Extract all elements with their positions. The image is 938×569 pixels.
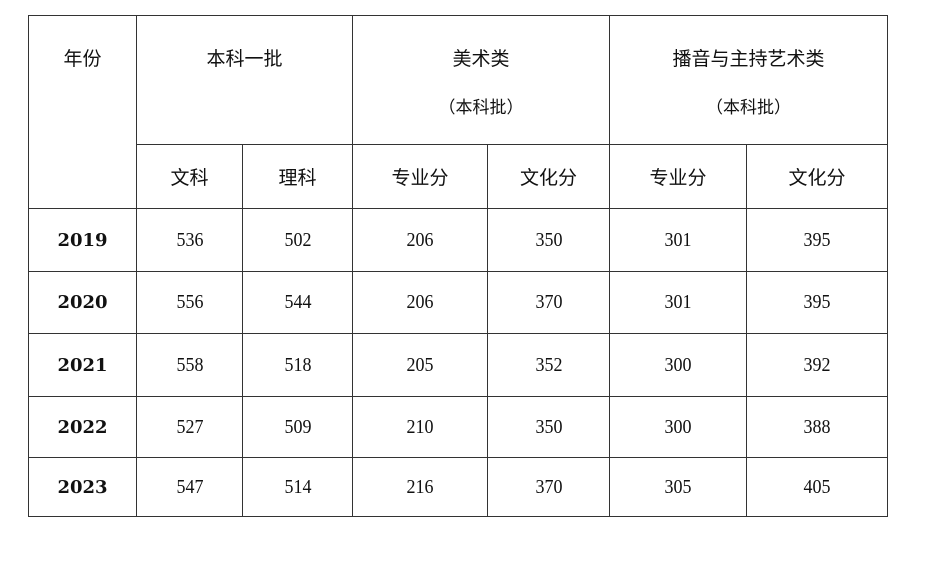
score-cell: 216 [352,457,488,517]
score-value: 502 [284,228,311,251]
score-cell: 205 [352,333,488,397]
score-cell: 370 [487,457,610,517]
score-cell: 305 [609,457,747,517]
score-value: 206 [406,228,434,251]
score-value: 300 [664,353,692,376]
col-header: 文化分 [487,144,610,209]
year-header: 年份 [28,15,137,209]
col-header: 文化分 [746,144,888,209]
group-subtitle: （本科批） [706,98,791,118]
score-value: 350 [535,415,562,438]
score-value: 352 [535,353,562,376]
score-cell: 395 [746,208,888,272]
score-cell: 352 [487,333,610,397]
table-row: 2019 536 502 206 350 301 395 [28,208,888,272]
table-row: 2022 527 509 210 350 300 388 [28,396,888,458]
score-value: 370 [535,475,562,498]
year-value: 2022 [57,416,108,438]
score-value: 544 [284,291,311,313]
header-row-1: 年份 本科一批 美术类 （本科批） 播音与主持艺术类 （本科批） [28,15,888,209]
score-value: 509 [284,415,311,438]
col-header: 理科 [242,144,353,209]
score-cell: 301 [609,271,747,334]
score-value: 405 [803,475,831,498]
score-value: 300 [664,415,692,438]
score-value: 305 [664,475,692,498]
score-value: 206 [406,291,434,313]
score-value: 514 [284,475,311,498]
score-cell: 558 [136,333,243,397]
score-value: 558 [176,353,203,376]
group-title: 美术类 [452,48,510,70]
year-value: 2023 [57,476,108,498]
score-cell: 350 [487,396,610,458]
score-cell: 388 [746,396,888,458]
score-cell: 544 [242,271,353,334]
group-header-art: 美术类 （本科批） [352,15,610,145]
score-cell: 206 [352,208,488,272]
score-cell: 514 [242,457,353,517]
year-cell: 2021 [28,333,137,397]
score-cell: 300 [609,333,747,397]
score-value: 527 [176,415,203,438]
col-header: 文科 [136,144,243,209]
group-header-tier1: 本科一批 [136,15,353,145]
score-value: 350 [535,228,562,251]
score-value: 547 [176,475,203,498]
score-value: 210 [406,415,434,438]
score-cell: 547 [136,457,243,517]
group-subtitle: （本科批） [438,98,524,118]
score-value: 205 [406,353,434,376]
col-header: 专业分 [609,144,747,209]
score-cell: 301 [609,208,747,272]
score-value: 301 [664,228,692,251]
table-row: 2020 556 544 206 370 301 395 [28,271,888,334]
col-header: 专业分 [352,144,488,209]
score-cell: 405 [746,457,888,517]
score-value: 370 [535,291,562,313]
score-cell: 350 [487,208,610,272]
group-title: 本科一批 [206,48,283,70]
score-cell: 556 [136,271,243,334]
score-value: 301 [664,291,692,313]
year-cell: 2020 [28,271,137,334]
score-value: 556 [176,291,203,313]
year-value: 2019 [57,229,108,251]
score-value: 518 [284,353,311,376]
score-cell: 509 [242,396,353,458]
score-cell: 518 [242,333,353,397]
score-cell: 395 [746,271,888,334]
group-header-broadcasting: 播音与主持艺术类 （本科批） [609,15,888,145]
score-cell: 210 [352,396,488,458]
score-value: 395 [803,291,831,313]
year-value: 2020 [57,292,108,313]
score-cell: 502 [242,208,353,272]
score-cell: 370 [487,271,610,334]
score-table: 年份 本科一批 美术类 （本科批） 播音与主持艺术类 （本科批） 文科 理科 专业分… [28,15,888,517]
score-cell: 300 [609,396,747,458]
table-row: 2023 547 514 216 370 305 405 [28,457,888,517]
score-value: 216 [406,475,434,498]
table-row: 2021 558 518 205 352 300 392 [28,333,888,397]
score-cell: 206 [352,271,488,334]
group-title: 播音与主持艺术类 [672,48,825,70]
score-cell: 392 [746,333,888,397]
year-cell: 2022 [28,396,137,458]
score-value: 536 [176,228,203,251]
year-cell: 2019 [28,208,137,272]
score-value: 388 [803,415,831,438]
score-value: 395 [803,228,831,251]
score-cell: 536 [136,208,243,272]
year-value: 2021 [57,354,108,376]
score-cell: 527 [136,396,243,458]
header-row-2: 文科 理科 专业分 文化分 专业分 文化分 [29,144,888,209]
year-cell: 2023 [28,457,137,517]
score-value: 392 [803,353,831,376]
